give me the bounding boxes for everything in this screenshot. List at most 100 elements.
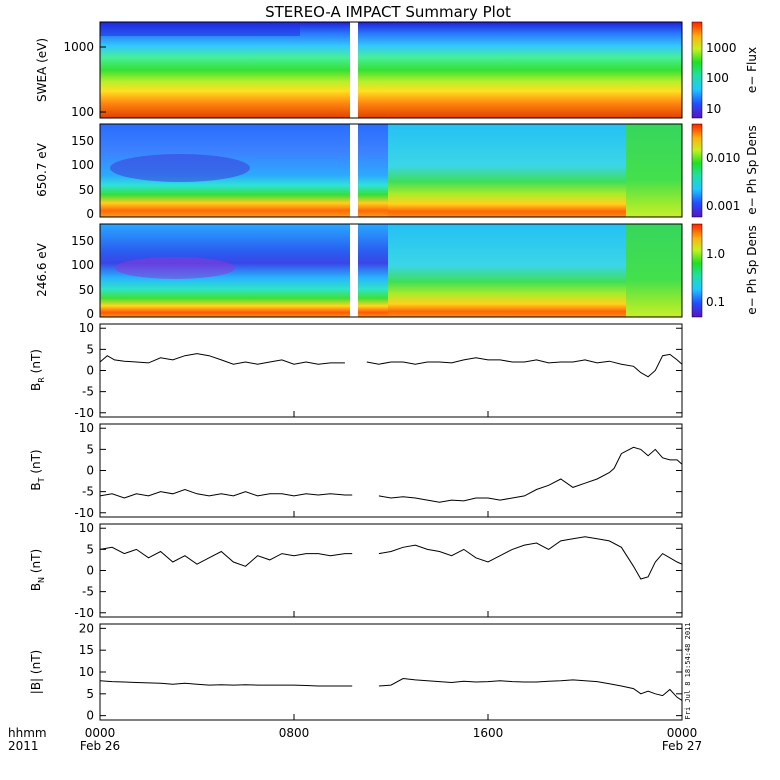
bt-ytick-label: 5 [86,442,94,456]
p246-ylabel: 246.6 eV [35,242,49,297]
p246-colorbar [691,223,703,318]
bmag-trace [378,677,683,701]
swea-spectrogram [100,22,682,118]
timestamp-text: Fri Jul 8 18:54:48 2011 [684,622,692,720]
bn-ytick-label: 0 [86,564,94,578]
br-frame [99,323,683,418]
br-ylabel-main: B [29,383,43,391]
p650-ytick-label: 150 [71,134,94,148]
panel-br: BR (nT) [29,323,683,418]
bt-ylabel: BT (nT) [29,449,46,490]
time-tick-label: 0000 [85,726,116,740]
p650-frame [99,123,683,218]
time-tick-label: 0000 [667,726,698,740]
br-ytick-label: 0 [86,364,94,378]
swea-colorbar [691,21,703,119]
p246-ytick-label: 50 [79,283,94,297]
p650-ytick-label: 100 [71,158,94,172]
bn-ytick-label: 5 [86,542,94,556]
swea-ytick-label: 1000 [63,40,94,54]
bn-trace [378,536,683,580]
p246-cbar-tick: 1.0 [706,247,725,261]
p650-depletion-core [110,154,250,182]
panel-pitch-246: 246.6 eV 150 100 50 0 1.0 0.1 e− Ph Sp D… [35,223,759,321]
bmag-frame [99,623,683,721]
br-ytick-label: -10 [74,406,94,420]
br-trace [99,353,345,365]
time-axis-hhmm: hhmm [8,726,47,740]
bt-ylabel-unit: (nT) [29,449,43,477]
swea-frame [99,21,683,119]
p650-ytick-label: 0 [86,207,94,221]
p246-cbar-label: e− Ph Sp Dens [745,225,759,314]
time-date-label: Feb 27 [662,739,702,753]
p246-ytick-label: 0 [86,307,94,321]
p246-ytick-label: 100 [71,258,94,272]
swea-cbar-tick: 100 [706,71,729,85]
bt-ytick-label: -5 [82,485,94,499]
p650-cbar-tick: 0.010 [706,151,740,165]
bn-ytick-label: -10 [74,606,94,620]
panel-bmag: |B| (nT) [29,623,683,721]
br-ytick-label: 5 [86,342,94,356]
br-ytick-label: -5 [82,385,94,399]
bt-trace [378,446,683,503]
bmag-trace [99,680,353,687]
time-tick-label: 1600 [473,726,504,740]
timestamp-label: Fri Jul 8 18:54:48 2011 [681,622,695,720]
bt-ytick-label: -10 [74,506,94,520]
bn-ytick-label: 10 [79,521,94,535]
bt-frame [99,423,683,518]
p650-ylabel: 650.7 eV [35,142,49,197]
bt-ylabel-sub: T [37,477,46,483]
bt-trace [99,488,353,499]
swea-ylabel: SWEA (eV) [35,38,49,102]
panel-pitch-650: 650.7 eV 150 100 50 0 0.010 0.001 e− Ph … [35,123,759,221]
br-ytick-label: 10 [79,321,94,335]
bt-ytick-label: 10 [79,421,94,435]
bn-ylabel-main: B [29,583,43,591]
bmag-ylabel: |B| (nT) [29,650,43,694]
time-tick-label: 0800 [279,726,310,740]
swea-ytick-label: 100 [71,105,94,119]
bn-ylabel-sub: N [37,577,46,583]
plot-title: STEREO-A IMPACT Summary Plot [265,3,511,21]
panel-swea-flux: SWEA (eV) 1000 100 1000 100 10 e− Flux [35,21,759,119]
br-ylabel-sub: R [37,377,46,383]
p246-frame [99,223,683,318]
p246-data-gap [350,224,358,317]
br-ylabel: BR (nT) [29,349,46,391]
bmag-ytick-label: 15 [79,643,94,657]
time-axis: hhmm 2011 0000 0800 1600 0000 Feb 26 Feb… [8,726,702,753]
bt-ylabel-main: B [29,482,43,490]
p246-depletion-core [115,257,235,279]
bn-trace [99,546,353,567]
br-ylabel-unit: (nT) [29,349,43,377]
panel-bn: BN (nT) [29,523,683,618]
swea-cbar-label: e− Flux [745,47,759,93]
bmag-ytick-label: 10 [79,665,94,679]
p650-ytick-label: 50 [79,183,94,197]
swea-cbar-tick: 10 [706,102,721,116]
p650-late-segment [388,124,626,217]
p246-ytick-label: 150 [71,234,94,248]
bmag-ytick-label: 0 [86,709,94,723]
br-trace [366,353,683,378]
p650-cbar-tick: 0.001 [706,199,740,213]
p650-data-gap [350,124,358,217]
bmag-ytick-label: 5 [86,687,94,701]
bmag-ytick-label: 20 [79,621,94,635]
p650-cbar-label: e− Ph Sp Dens [745,125,759,214]
p246-cbar-tick: 0.1 [706,295,725,309]
bn-ylabel: BN (nT) [29,549,46,591]
time-date-label: Feb 26 [80,739,120,753]
p246-late-segment [388,224,626,317]
p246-end-segment [626,224,682,317]
p650-colorbar [691,123,703,218]
swea-cbar-tick: 1000 [706,41,737,55]
swea-data-gap [350,22,358,118]
swea-blue-band-enhancement [100,22,300,36]
p650-end-segment [626,124,682,217]
